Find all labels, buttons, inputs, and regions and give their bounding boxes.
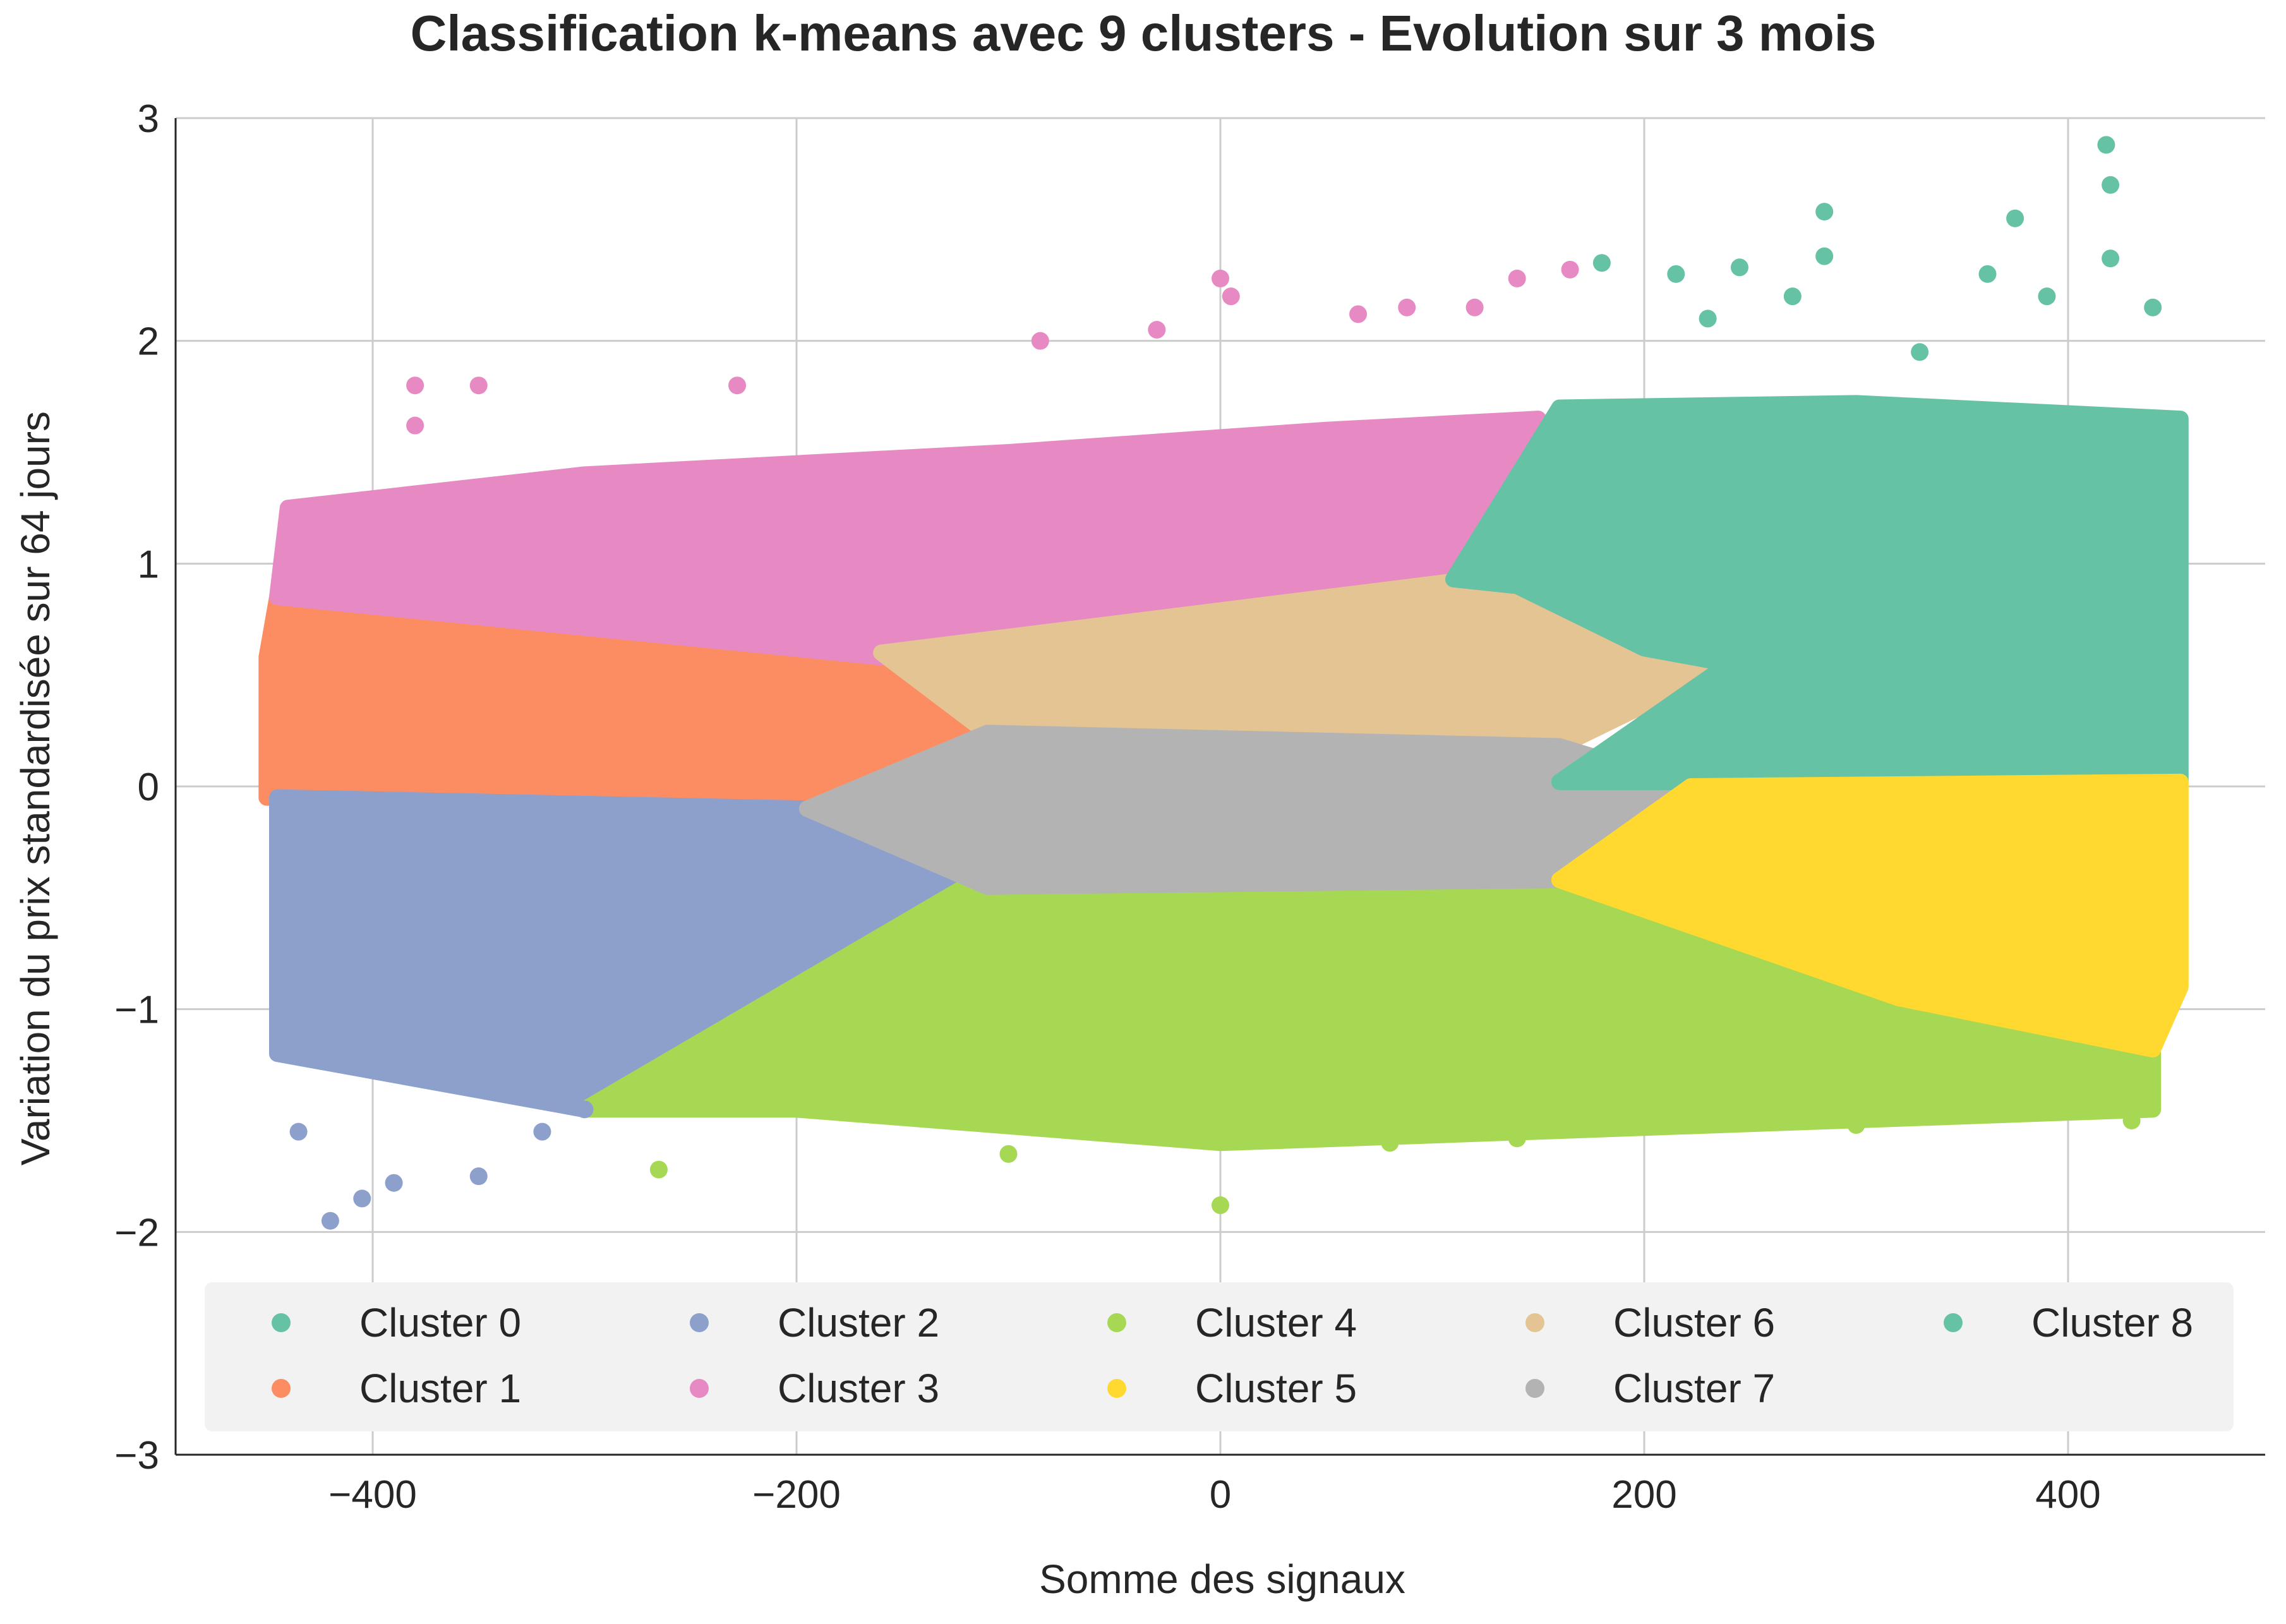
- y-tick-label: 0: [138, 766, 159, 809]
- cluster-4-point: [649, 1160, 668, 1179]
- legend-item-cluster-2: Cluster 2: [690, 1300, 939, 1345]
- cluster-0-point: [2102, 176, 2120, 194]
- legend-marker: [690, 1313, 709, 1332]
- legend-marker: [272, 1313, 291, 1332]
- legend-marker: [1107, 1379, 1126, 1398]
- cluster-4-point: [1212, 1196, 1229, 1215]
- cluster-2-point: [289, 1122, 308, 1141]
- y-axis-label: Variation du prix standardisée sur 64 jo…: [13, 411, 58, 1165]
- legend-label: Cluster 8: [2031, 1300, 2193, 1345]
- legend-item-cluster-1: Cluster 1: [272, 1366, 521, 1411]
- x-axis-label: Somme des signaux: [1039, 1556, 1405, 1602]
- x-tick-label: −200: [752, 1473, 841, 1517]
- legend-label: Cluster 2: [778, 1300, 939, 1345]
- legend-item-cluster-8: Cluster 8: [1944, 1300, 2193, 1345]
- cluster-4-point: [999, 1145, 1018, 1163]
- x-tick-label: 0: [1210, 1473, 1231, 1517]
- legend-item-cluster-6: Cluster 6: [1525, 1300, 1775, 1345]
- legend-label: Cluster 3: [778, 1366, 939, 1411]
- legend-marker: [690, 1379, 709, 1398]
- cluster-3-point: [1398, 298, 1416, 316]
- cluster-4-point: [1381, 1134, 1399, 1152]
- legend-marker: [1525, 1313, 1544, 1332]
- cluster-0-point: [2038, 287, 2056, 306]
- legend-marker: [1107, 1313, 1126, 1332]
- cluster-0-point: [1911, 343, 1929, 361]
- cluster-3-point: [1031, 332, 1049, 350]
- cluster-3-point: [1148, 321, 1166, 339]
- y-tick-label: −2: [114, 1211, 159, 1254]
- cluster-4-point: [1508, 1129, 1526, 1148]
- legend-marker: [272, 1379, 291, 1398]
- cluster-2-point: [533, 1122, 551, 1141]
- cluster-3-point: [469, 376, 488, 395]
- cluster-0-point: [2144, 298, 2162, 316]
- cluster-4-point: [1847, 1116, 1865, 1134]
- cluster-0-point: [1815, 203, 1834, 221]
- cluster-0-point: [1783, 287, 1802, 306]
- legend-marker: [1944, 1313, 1963, 1332]
- cluster-0-point: [2102, 250, 2120, 268]
- y-tick-label: 2: [138, 320, 159, 364]
- cluster-0-point: [1699, 310, 1717, 328]
- x-tick-label: −400: [328, 1473, 417, 1517]
- cluster-0-point: [2097, 136, 2115, 154]
- legend: Cluster 0 Cluster 1 Cluster 2 Cluster 3 Clus…: [205, 1282, 2234, 1431]
- legend-label: Cluster 1: [359, 1366, 521, 1411]
- cluster-7-region: [798, 725, 1699, 895]
- y-tick-label: −3: [114, 1434, 159, 1477]
- cluster-0-point: [1592, 254, 1611, 272]
- legend-item-cluster-0: Cluster 0: [272, 1300, 521, 1345]
- cluster-0-point: [2006, 209, 2024, 227]
- data-layer: [258, 136, 2189, 1230]
- chart-title: Classification k-means avec 9 clusters -…: [411, 5, 1877, 61]
- legend-item-cluster-7: Cluster 7: [1525, 1366, 1775, 1411]
- cluster-2-point: [469, 1167, 488, 1186]
- cluster-3-point: [728, 376, 747, 395]
- cluster-3-point: [1561, 260, 1579, 279]
- cluster-3-point: [1349, 305, 1368, 323]
- legend-frame: [205, 1282, 2234, 1431]
- cluster-3-point: [1508, 269, 1526, 287]
- y-tick-label: 3: [138, 97, 159, 141]
- cluster-3-point: [1212, 269, 1229, 287]
- y-tick-label: −1: [114, 989, 159, 1032]
- legend-item-cluster-4: Cluster 4: [1107, 1300, 1357, 1345]
- cluster-2-point: [353, 1189, 371, 1208]
- cluster-4-point: [2122, 1112, 2141, 1129]
- legend-label: Cluster 5: [1195, 1366, 1357, 1411]
- legend-label: Cluster 7: [1613, 1366, 1775, 1411]
- legend-item-cluster-3: Cluster 3: [690, 1366, 939, 1411]
- x-tick-label: 200: [1611, 1473, 1676, 1517]
- cluster-3-point: [406, 416, 424, 435]
- cluster-3-point: [1465, 298, 1484, 316]
- y-tick-label: 1: [138, 543, 159, 586]
- cluster-3-point: [1222, 287, 1240, 306]
- cluster-3-point: [406, 376, 424, 395]
- cluster-0-point: [1815, 247, 1834, 265]
- cluster-5-region: [1551, 773, 2189, 1058]
- x-tick-label: 400: [2035, 1473, 2100, 1517]
- legend-label: Cluster 6: [1613, 1300, 1775, 1345]
- axes: [174, 118, 2265, 1456]
- legend-label: Cluster 4: [1195, 1300, 1357, 1345]
- cluster-0-point: [1978, 265, 1997, 283]
- cluster-0-point: [1730, 258, 1748, 277]
- cluster-2-point: [575, 1100, 594, 1119]
- tick-labels: −400 −200 0 200 400 −3 −2 −1 0 1 2 3: [114, 97, 2100, 1517]
- cluster-6-region: [873, 573, 1738, 755]
- cluster-2-point: [321, 1212, 339, 1230]
- cluster-2-point: [385, 1174, 403, 1192]
- legend-item-cluster-5: Cluster 5: [1107, 1366, 1357, 1411]
- legend-marker: [1525, 1379, 1544, 1398]
- cluster-0-point: [1667, 265, 1685, 283]
- legend-label: Cluster 0: [359, 1300, 521, 1345]
